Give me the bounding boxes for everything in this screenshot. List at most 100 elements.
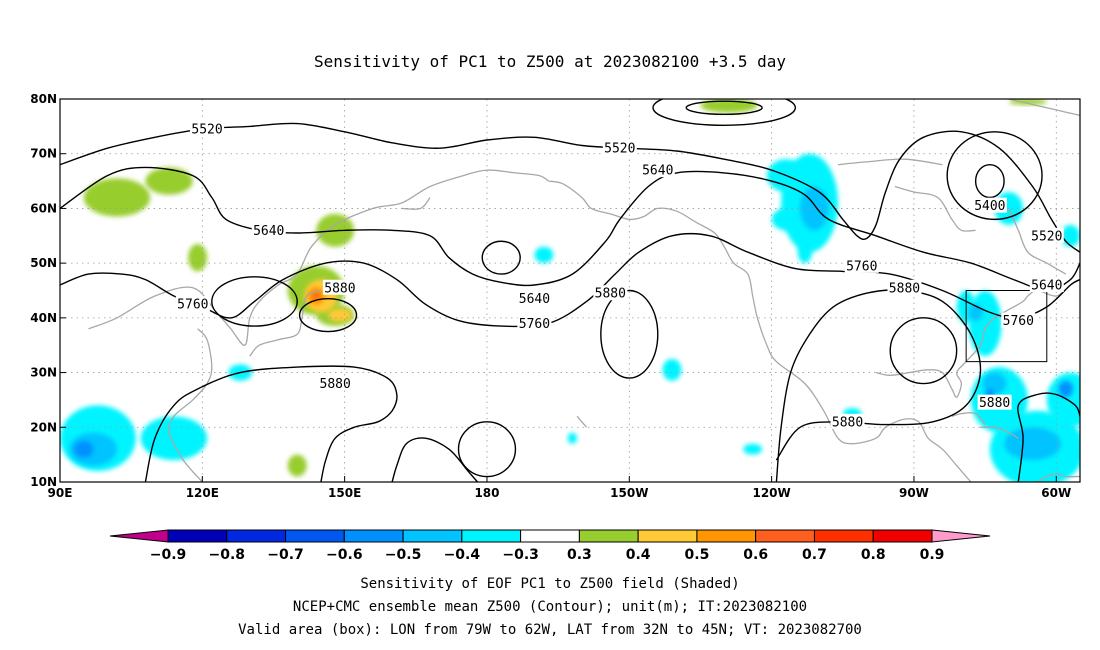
contour-label-bg xyxy=(1001,312,1036,328)
y-tick-label: 60N xyxy=(30,201,57,215)
x-tick-label: 150W xyxy=(610,486,648,500)
colorbar-label: 0.3 xyxy=(567,547,592,563)
contour-label-bg xyxy=(830,413,865,429)
caption-line-3: Valid area (box): LON from 79W to 62W, L… xyxy=(238,622,862,638)
colorbar-swatch xyxy=(461,529,522,543)
contour-labels: 5520 5520 5520 5640 5640 5640 5640 5760 5760 5760… xyxy=(175,121,1064,430)
coastline xyxy=(167,328,213,482)
contour-label-bg xyxy=(517,290,552,306)
x-axis-ticks: 90E 120E 150E 180 150W 120W 90W 60W xyxy=(48,476,1071,500)
y-tick-label: 20N xyxy=(30,420,57,434)
shading-blob xyxy=(1004,427,1062,461)
y-axis-ticks: 10N 20N 30N 40N 50N 60N 70N 80N xyxy=(30,92,66,489)
shading-blob xyxy=(534,246,554,264)
shading-blob xyxy=(797,241,812,264)
contour-label-bg xyxy=(318,375,353,391)
colorbar-swatch xyxy=(578,529,639,543)
shading-blob xyxy=(188,243,208,272)
colorbar-arrow-left xyxy=(109,529,169,543)
contour-label-bg xyxy=(322,279,357,295)
colorbar-label: −0.9 xyxy=(150,547,187,563)
closed-contour xyxy=(889,317,958,385)
colorbar-swatch xyxy=(520,529,580,543)
contour-label-bg xyxy=(640,162,675,178)
x-tick-label: 180 xyxy=(474,486,499,500)
colorbar-swatch xyxy=(872,529,933,543)
caption: Sensitivity of EOF PC1 to Z500 field (Sh… xyxy=(238,576,862,638)
shading-blob xyxy=(69,432,117,466)
contour-5880 xyxy=(1017,392,1080,482)
contour-label-bg xyxy=(1029,227,1064,243)
grid-lines xyxy=(60,99,1080,482)
y-tick-label: 70N xyxy=(30,147,57,161)
contour-label: 5640 xyxy=(519,292,550,307)
contour-5880 xyxy=(144,365,398,482)
coastline xyxy=(1008,99,1080,117)
shading-blob xyxy=(1061,224,1080,247)
colorbar-label: −0.4 xyxy=(444,547,481,563)
contour-label: 5880 xyxy=(595,287,626,302)
x-tick-label: 90W xyxy=(899,486,929,500)
shading-blob xyxy=(74,440,94,458)
colorbar-swatch xyxy=(343,529,404,543)
closed-contour xyxy=(481,240,521,275)
contour-label: 5640 xyxy=(642,164,673,179)
contour-label-bg xyxy=(190,121,225,137)
coastline xyxy=(980,426,1019,439)
colorbar-swatch xyxy=(167,529,228,543)
contour-label-bg xyxy=(517,315,552,331)
colorbar-label: 0.7 xyxy=(802,547,827,563)
z500-contours xyxy=(60,99,1080,482)
contour-label: 5880 xyxy=(979,396,1010,411)
contour-label: 5760 xyxy=(1003,314,1034,329)
contour-label: 5400 xyxy=(974,199,1005,214)
contour-label-bg xyxy=(593,285,628,301)
shading-blob xyxy=(140,416,208,461)
contour-5520 xyxy=(60,122,1080,253)
caption-line-2: NCEP+CMC ensemble mean Z500 (Contour); u… xyxy=(293,599,807,615)
colorbar-label: 0.5 xyxy=(685,547,710,563)
colorbar-swatch xyxy=(755,529,815,543)
valid-area-box xyxy=(965,290,1048,363)
coastline xyxy=(548,180,972,482)
x-tick-label: 90E xyxy=(48,486,73,500)
colorbar-label: −0.6 xyxy=(326,547,363,563)
contour-5640 xyxy=(60,166,1080,292)
x-tick-label: 60W xyxy=(1041,486,1071,500)
colorbar-label: 0.8 xyxy=(861,547,886,563)
shading-blob xyxy=(771,208,801,231)
colorbar-label: −0.8 xyxy=(209,547,246,563)
coastline xyxy=(1008,208,1067,275)
coastline xyxy=(249,289,322,357)
shading-blob xyxy=(567,432,578,444)
coastline xyxy=(401,197,431,210)
x-tick-label: 120E xyxy=(186,486,219,500)
colorbar-swatch xyxy=(813,529,874,543)
colorbar-label: 0.4 xyxy=(626,547,651,563)
map-title: Sensitivity of PC1 to Z500 at 2023082100… xyxy=(314,52,786,71)
colorbar: −0.9 −0.8 −0.7 −0.6 −0.5 −0.4 −0.3 0.3 0.4 0.5 0.6… xyxy=(109,529,991,563)
colorbar-swatch xyxy=(226,529,287,543)
shading-blob xyxy=(743,443,763,455)
shading-blob xyxy=(982,372,1007,395)
colorbar-label: −0.5 xyxy=(385,547,422,563)
colorbar-swatch xyxy=(285,529,345,543)
closed-contour xyxy=(652,99,797,126)
y-tick-label: 30N xyxy=(30,366,57,380)
contour-5880 xyxy=(391,437,479,482)
contour-label: 5640 xyxy=(1031,279,1062,294)
map-area: 5520 5520 5520 5640 5640 5640 5640 5760 5760 5760… xyxy=(59,98,1081,483)
shading-blob xyxy=(312,292,320,300)
contour-label-bg xyxy=(1029,277,1064,293)
contour-label-bg xyxy=(977,394,1012,410)
contour-label: 5880 xyxy=(832,415,863,430)
map-frame xyxy=(59,98,1081,483)
shading-blob xyxy=(1058,380,1073,398)
x-tick-label: 150E xyxy=(328,486,361,500)
contour-label-bg xyxy=(887,279,922,295)
y-tick-label: 10N xyxy=(30,475,57,489)
contour-label: 5520 xyxy=(1031,229,1062,244)
shading-blob xyxy=(662,358,682,381)
closed-contour xyxy=(600,289,659,379)
